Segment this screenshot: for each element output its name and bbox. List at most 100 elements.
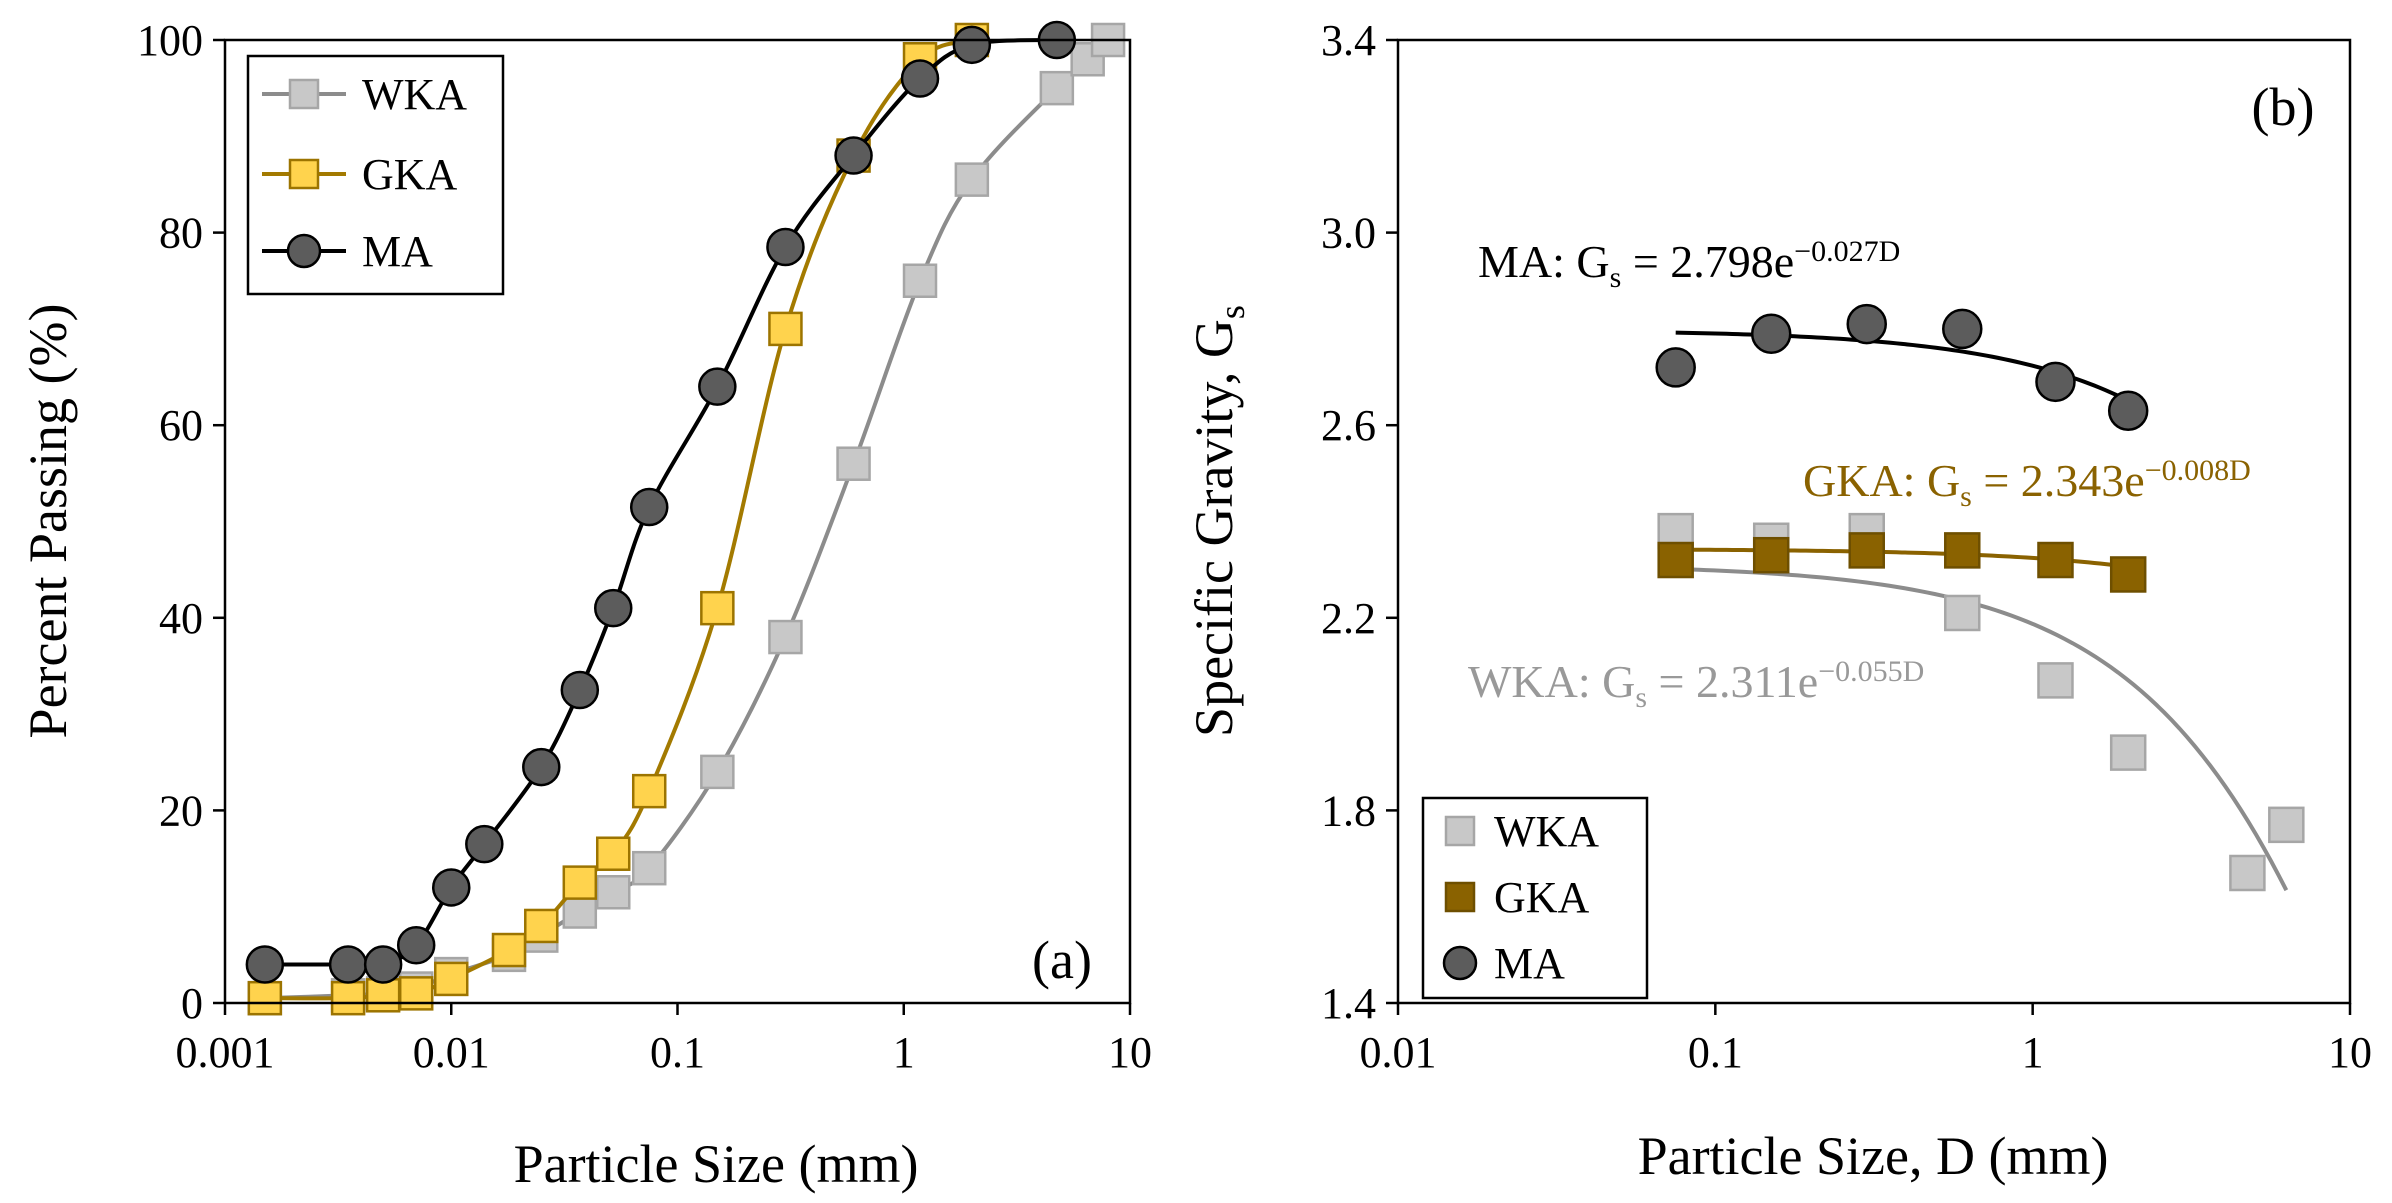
point-b-gka-1: [1752, 536, 1790, 574]
legend-b-label-gka: GKA: [1494, 873, 1590, 922]
point-gka-0: [247, 980, 283, 1016]
x-tick-label-a-2: 0.1: [650, 1028, 705, 1077]
point-b-gka-2: [1848, 532, 1885, 569]
y-title-sub: s: [1212, 305, 1252, 319]
point-gka-6: [524, 908, 559, 944]
series-b-gka: [1657, 532, 2147, 593]
point-gka-1: [330, 980, 366, 1016]
point-ma-8: [593, 588, 633, 628]
panel-b-specific-gravity-chart: 0.01 0.1 1 10 1.4 1.8 2.2 2.6 3.0 3.4 (b) Particl…: [1184, 16, 2372, 1186]
panel-b-plot-frame: [1396, 38, 2352, 1005]
y-tick-label-b-3: 2.6: [1321, 401, 1376, 450]
equation-ma: MA: Gs = 2.798e−0.027D: [1478, 235, 1900, 294]
point-ma-3: [396, 925, 436, 965]
y-tick-label-b-1: 1.8: [1321, 786, 1376, 835]
y-tick-label-a-4: 80: [159, 209, 203, 258]
legend-label-wka: WKA: [362, 70, 467, 119]
point-b-gka-4: [2037, 541, 2074, 579]
panel-b-legend-item-ma: MA: [1442, 939, 1565, 988]
point-ma-4: [432, 868, 471, 907]
panel-b-ticks: 0.01 0.1 1 10 1.4 1.8 2.2 2.6 3.0 3.4: [1321, 16, 2372, 1077]
point-b-wka-5: [2109, 734, 2147, 771]
point-wka-15: [1039, 70, 1075, 106]
point-wka-13: [902, 263, 938, 298]
point-b-ma-3: [1942, 308, 1983, 350]
point-ma-10: [698, 367, 737, 406]
point-b-ma-4: [2035, 361, 2076, 403]
panel-b-x-axis-title: Particle Size, D (mm): [1638, 1126, 2109, 1186]
legend-b-marker-gka: [1444, 881, 1476, 913]
point-b-ma-5: [2107, 390, 2149, 432]
panel-b-legend-item-gka: GKA: [1444, 873, 1590, 922]
legend-label-gka: GKA: [362, 150, 458, 199]
panel-b-tag: (b): [2252, 77, 2315, 137]
point-wka-8: [595, 875, 631, 910]
point-gka-9: [631, 773, 667, 809]
point-b-wka-4: [2037, 662, 2074, 699]
point-b-ma-0: [1655, 347, 1696, 388]
point-gka-11: [768, 311, 803, 347]
point-gka-3: [398, 976, 434, 1011]
point-b-gka-5: [2109, 556, 2147, 593]
y-tick-label-a-3: 60: [159, 401, 203, 450]
point-gka-5: [491, 932, 527, 968]
point-wka-11: [768, 619, 803, 655]
legend-b-marker-ma: [1442, 945, 1478, 981]
y-tick-label-b-2: 2.2: [1321, 594, 1376, 643]
point-ma-2: [363, 945, 403, 984]
point-gka-4: [434, 961, 469, 997]
y-title-main: Specific Gravity, G: [1184, 319, 1244, 737]
legend-b-label-ma: MA: [1494, 939, 1565, 988]
equation-wka: WKA: Gs = 2.311e−0.055D: [1468, 655, 1924, 714]
y-tick-label-a-0: 0: [181, 979, 203, 1028]
point-ma-0: [245, 945, 285, 984]
panel-b-y-axis-title: Specific Gravity, Gs: [1184, 305, 1252, 737]
panel-a-legend-item-ma: MA: [262, 227, 433, 276]
equation-gka: GKA: Gs = 2.343e−0.008D: [1803, 454, 2251, 513]
fit-line-wka: [1675, 566, 2289, 892]
x-tick-label-b-3: 10: [2328, 1028, 2372, 1077]
point-wka-10: [700, 754, 735, 790]
legend-marker-ma: [286, 233, 322, 269]
panel-b-fit-equations: MA: Gs = 2.798e−0.027D GKA: Gs = 2.343e−…: [1468, 235, 2251, 714]
point-gka-2: [365, 978, 401, 1013]
panel-b-series: [1655, 303, 2305, 892]
x-tick-label-b-2: 1: [2022, 1028, 2044, 1077]
point-gka-7: [562, 865, 598, 900]
point-b-gka-3: [1944, 532, 1981, 569]
point-ma-12: [834, 136, 873, 175]
x-tick-label-a-4: 10: [1108, 1028, 1152, 1077]
y-tick-label-b-0: 1.4: [1321, 979, 1376, 1028]
point-ma-5: [465, 824, 504, 864]
legend-marker-wka: [288, 78, 320, 110]
point-ma-11: [766, 227, 805, 267]
panel-b-legend-item-wka: WKA: [1444, 807, 1599, 856]
point-wka-7: [562, 894, 598, 929]
y-tick-label-a-2: 40: [159, 594, 203, 643]
series-ma: [245, 20, 1077, 984]
point-wka-9: [631, 850, 667, 886]
x-tick-label-a-3: 1: [893, 1028, 915, 1077]
panel-a-x-axis-title: Particle Size (mm): [514, 1134, 919, 1194]
point-wka-12: [836, 446, 871, 481]
legend-b-label-wka: WKA: [1494, 807, 1599, 856]
point-b-wka-3: [1944, 594, 1981, 632]
panel-a-tag: (a): [1032, 930, 1092, 990]
point-ma-1: [328, 945, 368, 984]
x-tick-label-a-1: 0.01: [413, 1028, 490, 1077]
point-b-wka-6: [2229, 854, 2266, 892]
point-gka-8: [595, 836, 631, 871]
y-tick-label-a-1: 20: [159, 786, 203, 835]
point-ma-13: [900, 59, 940, 98]
x-tick-label-b-0: 0.01: [1360, 1028, 1437, 1077]
panel-b-legend: WKA GKA MA: [1421, 796, 1649, 1000]
point-gka-10: [700, 590, 735, 626]
point-b-ma-2: [1846, 303, 1887, 345]
legend-label-ma: MA: [362, 227, 433, 276]
y-tick-label-b-5: 3.4: [1321, 16, 1376, 65]
y-tick-label-b-4: 3.0: [1321, 209, 1376, 258]
panel-a-legend: WKA GKA MA: [246, 54, 505, 296]
point-wka-14: [954, 162, 990, 197]
